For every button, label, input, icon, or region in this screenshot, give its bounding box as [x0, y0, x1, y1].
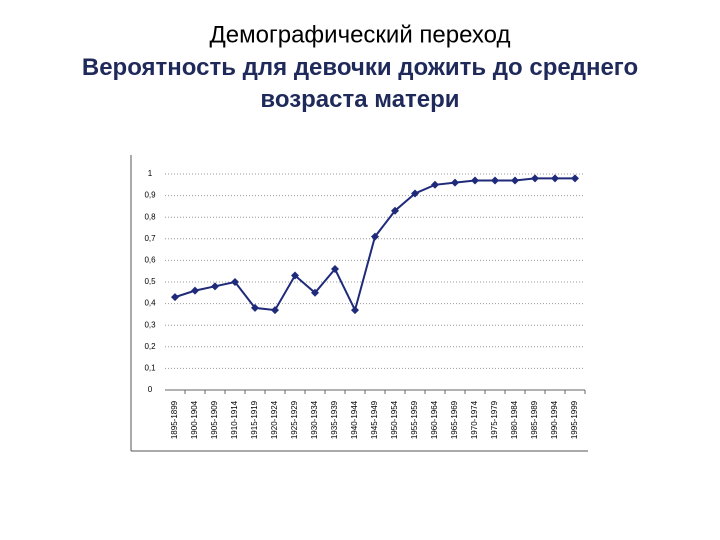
x-tick-label: 1915-1919 [250, 400, 259, 439]
x-tick-label: 1920-1924 [270, 400, 279, 439]
x-tick-label: 1980-1984 [510, 400, 519, 439]
marker [291, 271, 299, 280]
x-tick-label: 1925-1929 [290, 400, 299, 439]
x-tick-label: 1910-1914 [230, 400, 239, 439]
x-tick-label: 1945-1949 [370, 400, 379, 439]
y-tick-label: 0,7 [144, 234, 156, 243]
subtitle: Вероятность для девочки дожить до средне… [81, 54, 639, 113]
y-tick-label: 0,5 [144, 277, 156, 286]
marker [571, 174, 579, 183]
x-tick-label: 1985-1989 [530, 400, 539, 439]
y-tick-label: 0,8 [144, 212, 156, 221]
marker [351, 306, 359, 315]
x-tick-label: 1895-1899 [170, 400, 179, 439]
title: Демографический переход [210, 21, 511, 48]
x-tick-label: 1995-1999 [570, 400, 579, 439]
x-tick-label: 1990-1994 [550, 400, 559, 439]
x-tick-label: 1930-1934 [310, 400, 319, 439]
x-tick-label: 1935-1939 [330, 400, 339, 439]
y-tick-label: 0,2 [144, 342, 156, 351]
y-tick-label: 0,6 [144, 256, 156, 265]
line [174, 177, 575, 313]
y-tick-label: 1 [148, 169, 153, 178]
marker [531, 174, 539, 183]
x-tick-label: 1940-1944 [350, 400, 359, 439]
x-tick-label: 1975-1979 [490, 400, 499, 439]
marker [411, 189, 419, 198]
marker [371, 232, 379, 241]
subtitle-box: Вероятность для девочки дожить до средне… [81, 54, 639, 113]
y-tick-label: 0,1 [144, 364, 156, 373]
y-tick-label: 0 [148, 385, 153, 394]
marker [311, 288, 319, 297]
marker [491, 176, 499, 185]
marker [391, 206, 399, 215]
marker [271, 306, 279, 315]
x-tick-label: 1965-1969 [450, 400, 459, 439]
y-tick-label: 0,4 [144, 299, 156, 308]
marker [251, 303, 259, 312]
x-tick-label: 1970-1974 [470, 400, 479, 439]
marker [551, 174, 559, 183]
marker [471, 176, 479, 185]
x-tick-label: 1905-1909 [210, 400, 219, 439]
x-tick-label: 1955-1959 [410, 400, 419, 439]
x-tick-label: 1900-1904 [190, 400, 199, 439]
marker [171, 293, 179, 302]
y-tick-label: 0,3 [144, 320, 156, 329]
y-tick-label: 0,9 [144, 191, 156, 200]
marker [511, 176, 519, 185]
x-tick-label: 1960-1964 [430, 400, 439, 439]
marker [431, 180, 439, 189]
marker [191, 286, 199, 295]
marker [231, 278, 239, 286]
marker [451, 178, 459, 187]
marker [211, 282, 219, 291]
marker [331, 265, 339, 274]
x-tick-label: 1950-1954 [390, 400, 399, 439]
